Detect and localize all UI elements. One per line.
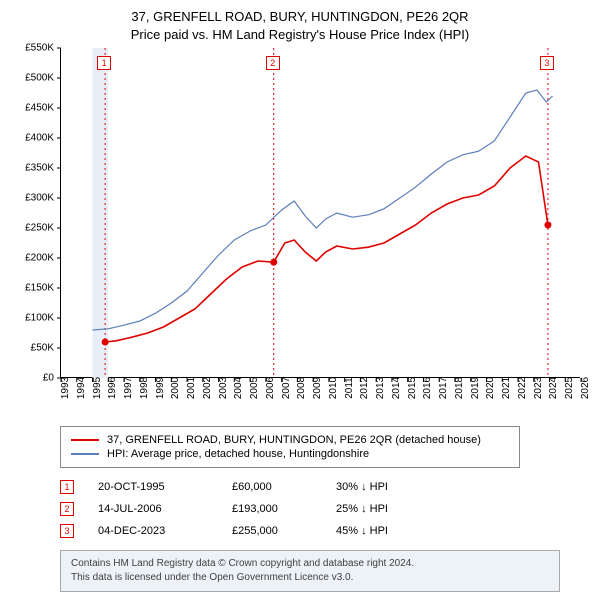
legend: 37, GRENFELL ROAD, BURY, HUNTINGDON, PE2… — [60, 426, 520, 468]
row-marker-1: 1 — [60, 480, 74, 494]
x-axis-label: 2021 — [501, 377, 512, 399]
row-marker-2: 2 — [60, 502, 74, 516]
plot-svg — [61, 48, 581, 378]
row-price: £60,000 — [232, 481, 312, 493]
x-axis-label: 2014 — [391, 377, 402, 399]
x-axis-label: 2011 — [344, 378, 355, 400]
title-line-2: Price paid vs. HM Land Registry's House … — [12, 26, 588, 44]
chart-marker-2: 2 — [266, 56, 280, 70]
footer-line-1: Contains HM Land Registry data © Crown c… — [71, 557, 549, 571]
row-date: 20-OCT-1995 — [98, 481, 208, 493]
y-axis-label: £350K — [25, 163, 54, 174]
y-axis-label: £200K — [25, 253, 54, 264]
x-axis-label: 2019 — [470, 377, 481, 399]
chart-area: 1 2 3 £0 £50K £100K £150K £200K £250K £300K £350K £… — [12, 48, 588, 418]
x-axis-label: 1995 — [92, 377, 103, 399]
x-axis-label: 2022 — [517, 377, 528, 399]
x-axis-label: 2003 — [218, 377, 229, 399]
x-axis-label: 1999 — [155, 377, 166, 399]
x-axis-label: 2008 — [296, 377, 307, 399]
legend-label-property: 37, GRENFELL ROAD, BURY, HUNTINGDON, PE2… — [107, 434, 481, 446]
chart-marker-1: 1 — [97, 56, 111, 70]
plot-region — [60, 48, 580, 378]
x-axis-label: 1998 — [139, 377, 150, 399]
x-axis-label: 2004 — [233, 377, 244, 399]
row-price: £255,000 — [232, 525, 312, 537]
x-axis-label: 2023 — [533, 377, 544, 399]
legend-swatch-hpi — [71, 453, 99, 455]
row-delta: 25% ↓ HPI — [336, 503, 436, 515]
x-axis-label: 2017 — [438, 377, 449, 399]
y-axis-label: £150K — [25, 283, 54, 294]
x-axis-label: 2000 — [170, 377, 181, 399]
table-row: 1 20-OCT-1995 £60,000 30% ↓ HPI — [60, 476, 588, 498]
x-axis-label: 1994 — [76, 377, 87, 399]
y-axis-label: £100K — [25, 313, 54, 324]
row-date: 04-DEC-2023 — [98, 525, 208, 537]
chart-title: 37, GRENFELL ROAD, BURY, HUNTINGDON, PE2… — [12, 8, 588, 44]
chart-container: 37, GRENFELL ROAD, BURY, HUNTINGDON, PE2… — [0, 0, 600, 600]
x-axis-label: 2018 — [454, 377, 465, 399]
y-axis-label: £400K — [25, 133, 54, 144]
y-axis-label: £550K — [25, 43, 54, 54]
x-axis-label: 1993 — [60, 377, 71, 399]
x-axis-label: 1996 — [107, 377, 118, 399]
x-axis-label: 2007 — [281, 377, 292, 399]
row-price: £193,000 — [232, 503, 312, 515]
x-axis-label: 2015 — [407, 377, 418, 399]
x-axis-label: 2010 — [328, 377, 339, 399]
row-delta: 30% ↓ HPI — [336, 481, 436, 493]
y-axis-label: £300K — [25, 193, 54, 204]
table-row: 3 04-DEC-2023 £255,000 45% ↓ HPI — [60, 520, 588, 542]
x-axis-label: 2005 — [249, 377, 260, 399]
x-axis-label: 2009 — [312, 377, 323, 399]
y-axis-label: £450K — [25, 103, 54, 114]
title-line-1: 37, GRENFELL ROAD, BURY, HUNTINGDON, PE2… — [12, 8, 588, 26]
attribution-footer: Contains HM Land Registry data © Crown c… — [60, 550, 560, 592]
x-axis-label: 2013 — [375, 377, 386, 399]
x-axis-label: 2006 — [265, 377, 276, 399]
x-axis-label: 2020 — [485, 377, 496, 399]
x-axis-label: 2002 — [202, 377, 213, 399]
x-axis-label: 2024 — [548, 377, 559, 399]
x-axis-label: 2025 — [564, 377, 575, 399]
legend-label-hpi: HPI: Average price, detached house, Hunt… — [107, 448, 369, 460]
y-axis-label: £50K — [31, 343, 54, 354]
x-axis-label: 2026 — [580, 377, 591, 399]
transaction-table: 1 20-OCT-1995 £60,000 30% ↓ HPI 2 14-JUL… — [60, 476, 588, 542]
y-axis-label: £500K — [25, 73, 54, 84]
legend-swatch-property — [71, 439, 99, 441]
x-axis-label: 2001 — [186, 377, 197, 399]
row-date: 14-JUL-2006 — [98, 503, 208, 515]
x-axis-label: 2016 — [422, 377, 433, 399]
row-delta: 45% ↓ HPI — [336, 525, 436, 537]
legend-row-property: 37, GRENFELL ROAD, BURY, HUNTINGDON, PE2… — [71, 433, 509, 447]
y-axis-label: £0 — [43, 373, 54, 384]
row-marker-3: 3 — [60, 524, 74, 538]
table-row: 2 14-JUL-2006 £193,000 25% ↓ HPI — [60, 498, 588, 520]
chart-marker-3: 3 — [540, 56, 554, 70]
legend-row-hpi: HPI: Average price, detached house, Hunt… — [71, 447, 509, 461]
x-axis-label: 2012 — [359, 377, 370, 399]
y-axis-label: £250K — [25, 223, 54, 234]
footer-line-2: This data is licensed under the Open Gov… — [71, 571, 549, 585]
x-axis-label: 1997 — [123, 377, 134, 399]
